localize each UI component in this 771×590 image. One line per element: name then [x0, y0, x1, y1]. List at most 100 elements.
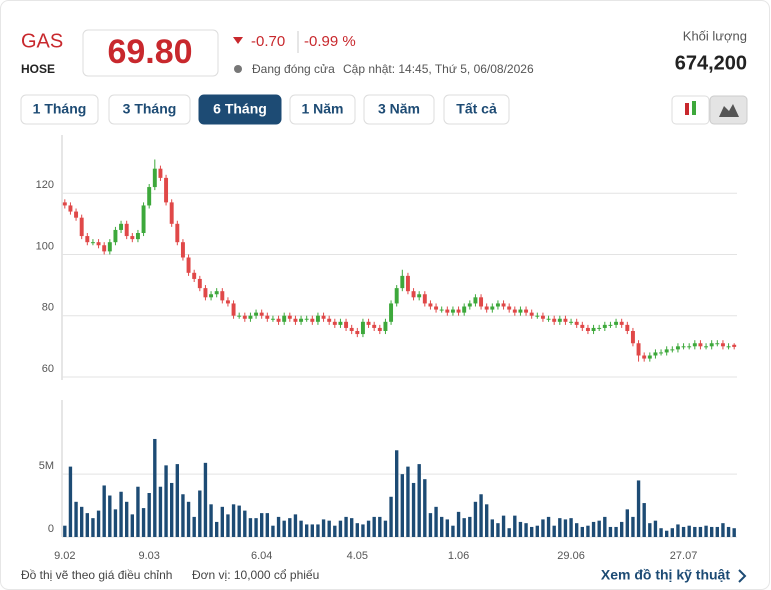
chart-type-toggle [671, 95, 748, 125]
status-dot [234, 65, 242, 73]
candle-body [720, 343, 725, 347]
volume-bar [231, 504, 236, 537]
candle-body [158, 168, 163, 178]
technical-link[interactable]: Xem đồ thị kỹ thuật [601, 567, 730, 583]
volume-bar [355, 523, 359, 537]
range-label: 3 Năm [378, 101, 420, 117]
candle-body [220, 291, 225, 301]
volume-bar [158, 486, 163, 537]
candle-body [591, 327, 596, 331]
volume-bar [102, 485, 106, 537]
volume-bar [653, 520, 658, 537]
volume-bar [687, 525, 691, 537]
candle-body [186, 257, 191, 273]
candle-body [563, 318, 568, 322]
candle-body [439, 309, 444, 311]
candle-body [102, 245, 107, 252]
volume-bar [558, 518, 562, 537]
volume-bar [693, 526, 697, 537]
candle-body [175, 223, 180, 243]
x-tick-label: 4.05 [347, 550, 368, 562]
volume-bar [203, 462, 208, 537]
volume-bar [456, 511, 461, 537]
range-label: 3 Tháng [123, 101, 177, 117]
candle-body [113, 229, 118, 243]
candle-body [417, 294, 422, 298]
icon [692, 101, 696, 115]
volume-bar [181, 494, 185, 537]
volume-bar [366, 520, 371, 537]
volume-bar [496, 523, 500, 537]
volume-bar [321, 519, 326, 537]
volume-bar [74, 501, 78, 537]
y-tick-label: 120 [36, 179, 54, 191]
volume-bar [220, 506, 224, 537]
volume-bar [732, 528, 736, 537]
volume-bar [91, 518, 95, 537]
candle-body [383, 321, 388, 331]
candle-body [535, 315, 540, 317]
range-button[interactable] [443, 94, 510, 125]
volume-bar [423, 479, 427, 537]
candle-body [507, 306, 512, 310]
candle-body [169, 202, 174, 224]
candle-body [400, 275, 405, 289]
candle-body [107, 242, 112, 252]
volume-bar [462, 518, 466, 537]
down-arrow [233, 37, 243, 44]
candle-body [546, 318, 551, 320]
candle-body [681, 346, 686, 348]
volume-bar [530, 526, 534, 537]
volume-bar [659, 528, 663, 537]
candle-body [512, 309, 517, 313]
volume-bar [513, 515, 517, 537]
candle-body [248, 315, 253, 319]
range-button[interactable] [198, 94, 282, 125]
candle-body [630, 331, 635, 344]
area-button[interactable] [709, 95, 748, 125]
volume-bar [175, 464, 179, 537]
volume-bar [625, 509, 629, 537]
candle-body [79, 217, 84, 237]
range-button[interactable] [289, 94, 356, 125]
volume-bar [631, 516, 635, 537]
candle-body [270, 318, 275, 320]
updated: Cập nhật: 14:45, Thứ 5, 06/08/2026 [343, 62, 534, 76]
volume-bar [271, 525, 275, 537]
volume-bar [400, 474, 404, 537]
volume-bar [721, 523, 725, 537]
volume-bar [479, 494, 483, 537]
x-tick-label: 9.03 [138, 550, 159, 562]
volume-bar [276, 516, 281, 537]
y-tick-label: 60 [42, 363, 54, 375]
volume-bar [80, 506, 84, 537]
range-button[interactable] [20, 94, 99, 125]
volume: 674,200 [675, 52, 747, 74]
volume-bar [411, 482, 416, 537]
volume-bar [119, 491, 123, 537]
volume-bar [395, 450, 399, 537]
volume-bar [676, 524, 680, 537]
volume-bar [406, 466, 410, 537]
volume-bar [164, 465, 168, 537]
candle-body [355, 331, 360, 335]
candle-body [349, 327, 354, 331]
candle-body [434, 306, 439, 310]
volume-bar [389, 496, 393, 537]
volume-bar [603, 516, 607, 537]
range-button[interactable] [108, 94, 191, 125]
range-label: 1 Tháng [33, 101, 87, 117]
range-button[interactable] [363, 94, 435, 125]
volume-bar [316, 524, 320, 537]
volume-bar [417, 464, 421, 537]
exchange: HOSE [21, 62, 55, 76]
candle-body [237, 315, 242, 317]
candle-body [715, 343, 720, 345]
candle-body [62, 202, 67, 206]
candle-button[interactable] [671, 95, 710, 125]
candle-body [203, 288, 208, 298]
y-tick-label: 5M [39, 460, 54, 472]
candle-body [428, 303, 433, 307]
candle-body [254, 312, 259, 316]
